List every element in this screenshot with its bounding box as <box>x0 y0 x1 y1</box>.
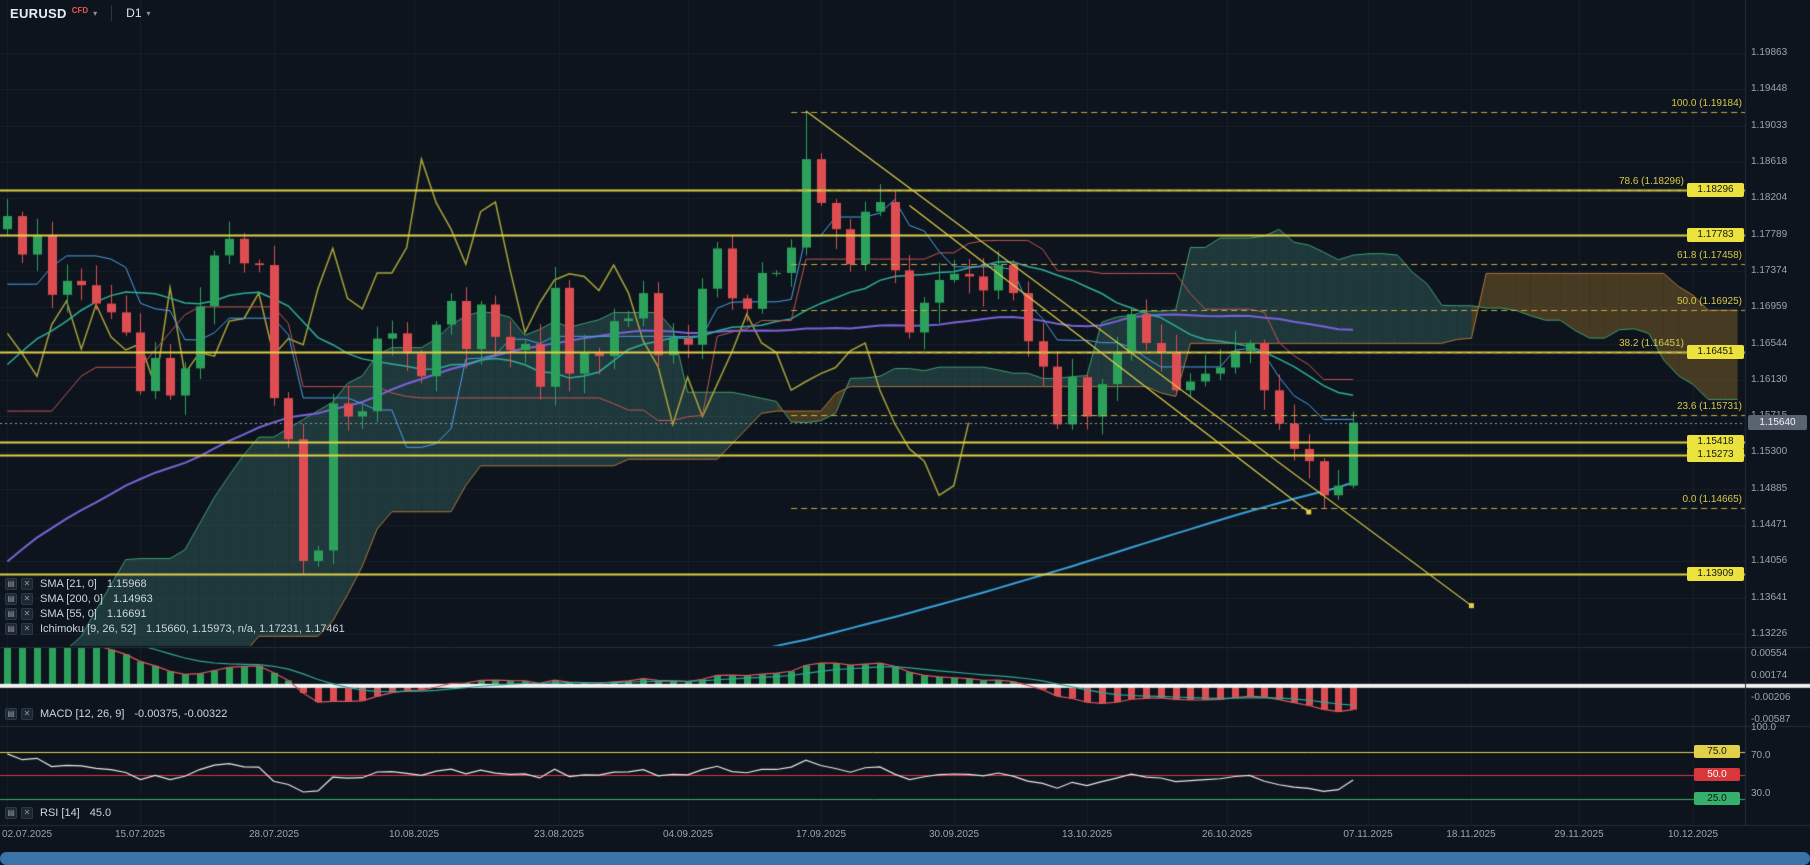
time-axis-label: 30.09.2025 <box>928 829 980 840</box>
indicator-legend-macd: ▤ ✕ MACD [12, 26, 9] -0.00375, -0.00322 <box>5 707 227 720</box>
rsi-level-badge: 50.0 <box>1694 768 1740 781</box>
price-axis-label: 1.14471 <box>1751 519 1788 530</box>
time-axis-label: 28.07.2025 <box>248 829 300 840</box>
time-axis-label: 02.07.2025 <box>2 829 53 840</box>
price-line-badge: 1.17783 <box>1687 228 1744 242</box>
indicator-label: SMA [55, 0] <box>40 607 97 620</box>
price-axis-label: 1.18618 <box>1751 156 1788 167</box>
symbol-label[interactable]: EURUSD <box>10 5 67 21</box>
time-axis-label: 13.10.2025 <box>1061 829 1113 840</box>
price-axis-label: 1.18204 <box>1751 192 1788 203</box>
time-axis-label: 26.10.2025 <box>1201 829 1253 840</box>
price-axis-label: 1.14056 <box>1751 555 1788 566</box>
indicator-value: 1.15968 <box>106 577 147 590</box>
indicator-value: 1.14963 <box>112 592 153 605</box>
indicator-value: 1.16691 <box>106 607 147 620</box>
time-axis-label: 23.08.2025 <box>533 829 585 840</box>
macd-axis-label: -0.00587 <box>1751 714 1791 725</box>
time-axis-label: 18.11.2025 <box>1446 829 1496 840</box>
time-axis-label: 17.09.2025 <box>795 829 847 840</box>
indicator-value: -0.00375, -0.00322 <box>134 707 228 720</box>
indicator-label: MACD [12, 26, 9] <box>40 707 125 720</box>
time-axis-label: 15.07.2025 <box>114 829 166 840</box>
indicator-value: 45.0 <box>89 806 112 819</box>
indicator-close-icon[interactable]: ✕ <box>21 592 33 605</box>
fibonacci-level-label: 100.0 (1.19184) <box>1671 98 1742 109</box>
price-axis-label: 1.13226 <box>1751 628 1788 639</box>
indicator-label: Ichimoku [9, 26, 52] <box>40 622 136 635</box>
time-axis-label: 10.08.2025 <box>388 829 440 840</box>
price-line-badge: 1.16451 <box>1687 345 1744 359</box>
symbol-type-badge: CFD <box>71 6 89 15</box>
indicator-value: 1.15660, 1.15973, n/a, 1.17231, 1.17461 <box>146 622 345 635</box>
price-axis-label: 1.19448 <box>1751 83 1788 94</box>
indicator-settings-icon[interactable]: ▤ <box>5 592 17 605</box>
timeframe-label[interactable]: D1 <box>126 6 142 20</box>
timeframe-dropdown-caret[interactable]: ▾ <box>146 8 151 18</box>
rsi-axis-label: 100.0 <box>1751 722 1777 733</box>
rsi-level-badge: 75.0 <box>1694 745 1740 758</box>
fibonacci-level-label: 38.2 (1.16451) <box>1618 338 1684 349</box>
rsi-level-badge: 25.0 <box>1694 792 1740 805</box>
indicator-settings-icon[interactable]: ▤ <box>5 806 17 819</box>
price-axis-label: 1.17374 <box>1751 265 1788 276</box>
price-axis-label: 1.17789 <box>1751 229 1788 240</box>
time-axis-label: 29.11.2025 <box>1554 829 1604 840</box>
time-axis-label: 04.09.2025 <box>662 829 714 840</box>
price-line-badge: 1.15418 <box>1687 435 1744 449</box>
indicator-close-icon[interactable]: ✕ <box>21 707 33 720</box>
price-axis-label: 1.16130 <box>1751 374 1788 385</box>
indicator-settings-icon[interactable]: ▤ <box>5 707 17 720</box>
price-axis-label: 1.13641 <box>1751 592 1788 603</box>
indicator-close-icon[interactable]: ✕ <box>21 806 33 819</box>
macd-axis-label: 0.00554 <box>1751 648 1788 659</box>
rsi-axis-label: 30.0 <box>1751 788 1771 799</box>
indicator-legend-sma-200: ▤ ✕ SMA [200, 0] 1.14963 <box>5 592 153 605</box>
indicator-settings-icon[interactable]: ▤ <box>5 577 17 590</box>
price-axis-label: 1.16959 <box>1751 301 1788 312</box>
horizontal-scrollbar[interactable] <box>0 852 1810 865</box>
time-axis-label: 10.12.2025 <box>1667 829 1719 840</box>
header-divider <box>111 5 113 21</box>
chart-header: EURUSD CFD ▾ D1 ▾ <box>10 5 151 21</box>
indicator-legend-sma-21: ▤ ✕ SMA [21, 0] 1.15968 <box>5 577 147 590</box>
fibonacci-level-label: 23.6 (1.15731) <box>1676 401 1742 412</box>
price-axis-label: 1.19863 <box>1751 47 1788 58</box>
price-axis-label: 1.15300 <box>1751 446 1788 457</box>
indicator-label: SMA [200, 0] <box>40 592 103 605</box>
indicator-settings-icon[interactable]: ▤ <box>5 607 17 620</box>
fibonacci-level-label: 61.8 (1.17458) <box>1676 250 1742 261</box>
indicator-legend-rsi: ▤ ✕ RSI [14] 45.0 <box>5 806 111 819</box>
fibonacci-level-label: 0.0 (1.14665) <box>1682 494 1743 505</box>
current-price-badge: 1.15640 <box>1748 415 1807 430</box>
indicator-close-icon[interactable]: ✕ <box>21 607 33 620</box>
rsi-axis-label: 70.0 <box>1751 750 1771 761</box>
indicator-label: RSI [14] <box>40 806 80 819</box>
time-axis-label: 07.11.2025 <box>1343 829 1393 840</box>
symbol-dropdown-caret[interactable]: ▾ <box>93 8 98 18</box>
price-axis-label: 1.16544 <box>1751 338 1788 349</box>
indicator-close-icon[interactable]: ✕ <box>21 622 33 635</box>
indicator-label: SMA [21, 0] <box>40 577 97 590</box>
indicator-close-icon[interactable]: ✕ <box>21 577 33 590</box>
indicator-legend-sma-55: ▤ ✕ SMA [55, 0] 1.16691 <box>5 607 147 620</box>
price-line-badge: 1.18296 <box>1687 183 1744 197</box>
macd-axis-label: 0.00174 <box>1751 670 1788 681</box>
price-line-badge: 1.15273 <box>1687 448 1744 462</box>
price-axis-label: 1.19033 <box>1751 120 1788 131</box>
price-axis-label: 1.14885 <box>1751 483 1788 494</box>
price-line-badge: 1.13909 <box>1687 567 1744 581</box>
indicator-legend-ichimoku: ▤ ✕ Ichimoku [9, 26, 52] 1.15660, 1.1597… <box>5 622 345 635</box>
fibonacci-level-label: 78.6 (1.18296) <box>1618 176 1684 187</box>
indicator-settings-icon[interactable]: ▤ <box>5 622 17 635</box>
macd-axis-label: -0.00206 <box>1751 692 1791 703</box>
fibonacci-level-label: 50.0 (1.16925) <box>1676 296 1742 307</box>
